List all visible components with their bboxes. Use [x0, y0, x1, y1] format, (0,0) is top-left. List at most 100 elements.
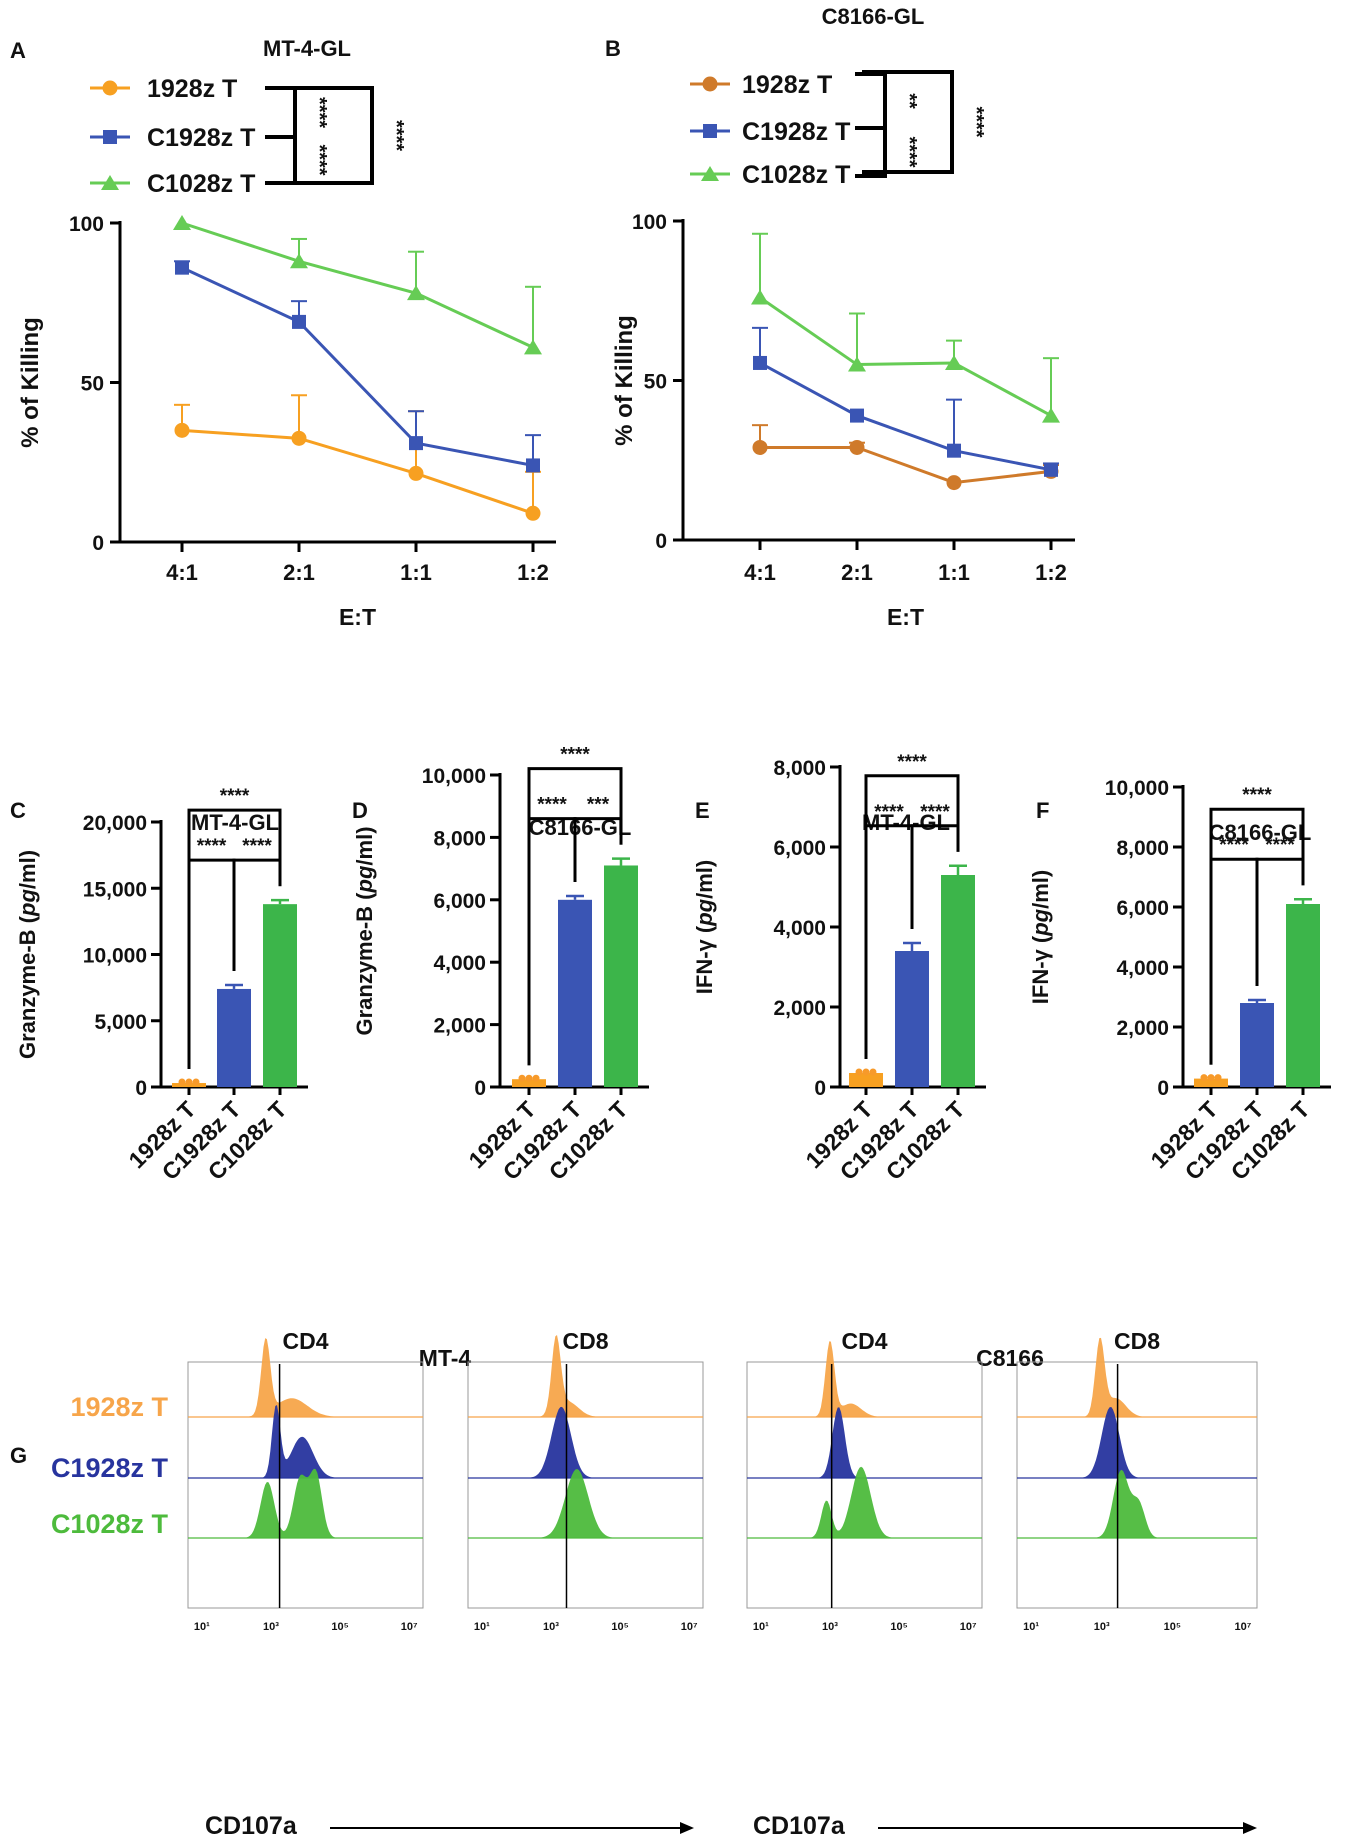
y-tick-label: 10,000: [422, 765, 486, 788]
row-label: C1928z T: [51, 1453, 169, 1483]
y-tick-label: 0: [814, 1077, 826, 1100]
data-point: [946, 475, 962, 491]
y-tick-label: 15,000: [83, 878, 147, 901]
x-tick-label: 10³: [822, 1621, 838, 1633]
series-line: [181, 221, 534, 349]
panel-label: E: [695, 798, 710, 823]
subpanel-title: CD8: [1114, 1328, 1160, 1354]
legend-marker: [103, 130, 117, 144]
y-tick-label: 4,000: [433, 952, 486, 975]
significance-stars: ****: [1265, 835, 1295, 856]
y-axis-label: % of Killing: [17, 317, 44, 448]
legend-label: 1928z T: [147, 75, 237, 103]
bar-0: [849, 1073, 883, 1087]
data-point: [1044, 462, 1058, 477]
subpanel-title: CD8: [562, 1328, 608, 1354]
series-line: [760, 445, 1052, 485]
series-line: [181, 428, 534, 515]
x-tick-label: 1:2: [1035, 560, 1067, 585]
data-dot: [518, 1074, 526, 1082]
legend-marker: [702, 76, 718, 92]
y-tick-label: 0: [135, 1077, 147, 1100]
series-line: [759, 296, 1052, 417]
line-chart-A: A MT-4-GL 0 50 100 4:1 2:1 1:1 1:2 E:T % of Killin…: [10, 36, 556, 630]
y-tick-label: 100: [632, 211, 667, 234]
data-point: [751, 289, 769, 305]
plot-frame: [187, 1361, 424, 1609]
y-tick-label: 2,000: [1116, 1017, 1169, 1040]
data-point: [524, 339, 542, 355]
row-label: C1028z T: [51, 1509, 169, 1539]
y-axis-label: Granzyme-B (pg/ml): [15, 850, 40, 1059]
bar-2: [263, 904, 297, 1087]
series-C1028z-T: C1028z T: [690, 161, 1060, 423]
axis-arrow-head: [1243, 1822, 1257, 1834]
y-axis-label: % of Killing: [611, 315, 638, 446]
significance-stars: ***: [587, 795, 610, 816]
significance-stars: ****: [242, 836, 272, 857]
x-axis-label: CD107a: [753, 1812, 846, 1840]
significance-stars: ****: [920, 802, 950, 823]
bar-chart-E: E MT-4-GL 0 2,000 4,000 6,000 8,000 IFN-γ (pg/m…: [692, 752, 986, 1185]
bar-0: [512, 1079, 546, 1087]
y-tick-label: 50: [81, 373, 104, 396]
bracket: [265, 86, 297, 139]
data-point: [408, 465, 424, 481]
x-tick-label: 10⁵: [611, 1621, 628, 1633]
histogram-MT-4-CD8: CD8 10¹ 10³ 10⁵ 10⁷: [467, 1328, 704, 1633]
bar-2: [941, 875, 975, 1087]
chart-title: C8166-GL: [822, 4, 925, 29]
data-dot: [1207, 1074, 1215, 1082]
histogram-C8166-CD8: CD8 10¹ 10³ 10⁵ 10⁷: [1016, 1328, 1258, 1633]
data-point: [753, 355, 767, 370]
bracket: [187, 808, 282, 1070]
y-axis-label: Granzyme-B (pg/ml): [352, 826, 377, 1035]
row-label: 1928z T: [70, 1392, 168, 1422]
plot-frame: [746, 1361, 983, 1609]
bracket: [282, 86, 374, 185]
y-tick-label: 2,000: [773, 997, 826, 1020]
y-tick-label: 6,000: [433, 890, 486, 913]
y-tick-label: 6,000: [773, 837, 826, 860]
y-tick-label: 8,000: [1116, 837, 1169, 860]
y-axis-label-part: /ml): [692, 860, 717, 899]
y-tick-label: 8,000: [433, 827, 486, 850]
y-axis-label-part: pg: [1028, 908, 1053, 936]
x-tick-label: 10⁷: [1234, 1621, 1251, 1633]
y-tick-label: 4,000: [1116, 957, 1169, 980]
significance-stars: ****: [897, 752, 927, 773]
data-point: [850, 408, 864, 423]
chart-title: MT-4-GL: [191, 810, 279, 835]
x-tick-label: 10¹: [1023, 1621, 1039, 1633]
y-tick-label: 6,000: [1116, 897, 1169, 920]
group-title: MT-4: [419, 1345, 472, 1371]
data-point: [291, 430, 307, 446]
histogram-C8166-CD4: CD4 10¹ 10³ 10⁵ 10⁷: [746, 1328, 983, 1633]
legend-label: C1028z T: [147, 170, 255, 198]
bracket: [864, 774, 960, 1059]
sig-bracket-3: ****: [527, 745, 623, 1066]
legend-marker: [102, 80, 118, 96]
significance-stars: ****: [1242, 785, 1272, 806]
sig-bracket-3: ****: [864, 752, 960, 1059]
subpanel-title: CD4: [841, 1328, 887, 1354]
group-title: C8166: [976, 1345, 1044, 1371]
sig-bracket-3: ****: [187, 786, 282, 1070]
significance-stars: ****: [965, 106, 987, 137]
y-tick-label: 0: [92, 532, 104, 555]
data-point: [409, 436, 423, 451]
panel-label: A: [10, 38, 26, 63]
histogram-row-1: [747, 1407, 982, 1478]
histogram-row-2: [468, 1469, 703, 1538]
bar-0: [1194, 1078, 1228, 1087]
y-axis-label-part: pg: [692, 898, 717, 926]
histogram-row-1: [1017, 1407, 1257, 1478]
significance-stars: ****: [385, 120, 407, 151]
x-tick-label: 10¹: [194, 1621, 210, 1633]
y-tick-label: 8,000: [773, 757, 826, 780]
bracket: [855, 126, 887, 178]
significance-stars: ****: [560, 745, 590, 766]
data-point: [526, 458, 540, 473]
series-line: [759, 361, 1052, 472]
sig-bracket-3: ****: [862, 70, 987, 174]
